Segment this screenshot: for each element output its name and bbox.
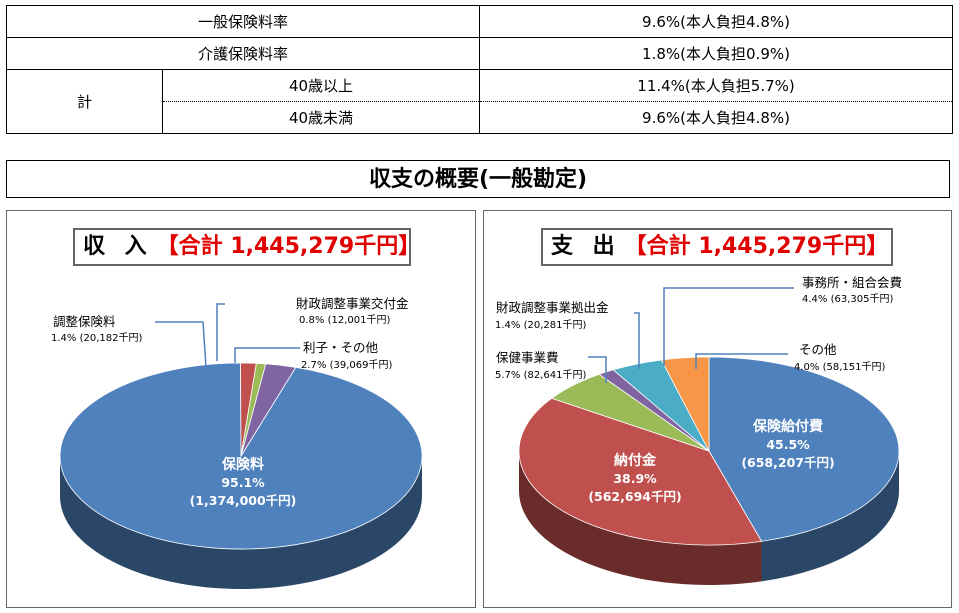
- label-levy-name: 納付金: [614, 452, 657, 469]
- label-levy-pct: 38.9%: [613, 471, 657, 486]
- under40-label: 40歳未満: [161, 101, 481, 134]
- label-health-value: 5.7% (82,641千円): [495, 369, 586, 381]
- label-premium-name: 保険料: [221, 456, 264, 473]
- expense-panel: 支 出【合計 1,445,279千円】 保健事業費 5.7% (82,641千円…: [483, 210, 952, 608]
- expense-slice-1: [518, 397, 763, 546]
- label-benefits-amount: (658,207千円): [741, 455, 834, 470]
- label-premium-amount: (1,374,000千円): [190, 493, 297, 508]
- label-subsidy-name: 財政調整事業交付金: [296, 296, 409, 311]
- label-health-name: 保健事業費: [496, 350, 559, 365]
- care-rate-value: 1.8%(本人負担0.9%): [479, 37, 954, 70]
- income-side-0: [60, 456, 422, 589]
- label-interest-name: 利子・その他: [303, 340, 379, 355]
- rate-row-care: 介護保険料率 1.8%(本人負担0.9%): [5, 37, 954, 70]
- expense-slices: [518, 356, 900, 585]
- label-fiscal-name: 財政調整事業拠出金: [496, 300, 609, 315]
- income-label: 収 入: [83, 234, 153, 259]
- leader-line-other: [695, 353, 788, 369]
- care-rate-label: 介護保険料率: [5, 37, 481, 70]
- label-levy-amount: (562,694千円): [588, 489, 681, 504]
- income-leader-lines: [155, 303, 300, 368]
- over40-value: 11.4%(本人負担5.7%): [479, 69, 954, 102]
- expense-pie-chart: 保健事業費 5.7% (82,641千円) 財政調整事業拠出金 1.4% (20…: [495, 275, 902, 585]
- label-other-value: 4.0% (58,151千円): [794, 361, 885, 373]
- under40-value: 9.6%(本人負担4.8%): [479, 101, 954, 134]
- income-total: 【合計 1,445,279千円】: [156, 234, 421, 259]
- rate-row-over40: 計 40歳以上 11.4%(本人負担5.7%): [6, 69, 954, 134]
- income-pie-chart: 調整保険料 1.4% (20,182千円) 財政調整事業交付金 0.8% (12…: [51, 296, 423, 589]
- label-fiscal-value: 1.4% (20,281千円): [495, 319, 586, 331]
- expense-leader-lines: [588, 287, 794, 383]
- expense-label: 支 出: [551, 234, 621, 259]
- over40-label: 40歳以上: [161, 69, 481, 102]
- leader-line-fiscal: [634, 312, 640, 369]
- expense-slice-5: [660, 356, 710, 452]
- label-other-name: その他: [799, 342, 837, 357]
- general-rate-label: 一般保険料率: [5, 5, 481, 38]
- income-slice-3: [240, 363, 297, 457]
- label-benefits-pct: 45.5%: [766, 437, 810, 452]
- leader-line-subsidy: [216, 303, 225, 361]
- rate-row-general: 一般保険料率 9.6%(本人負担4.8%): [5, 5, 954, 38]
- expense-panel-header: 支 出【合計 1,445,279千円】: [541, 228, 893, 266]
- rate-table: 一般保険料率 9.6%(本人負担4.8%) 介護保険料率 1.8%(本人負担0.…: [5, 5, 954, 134]
- section-title: 収支の概要(一般勘定): [6, 160, 950, 198]
- label-office-name: 事務所・組合会費: [802, 275, 902, 290]
- expense-slice-0: [708, 356, 900, 542]
- label-interest-value: 2.7% (39,069千円): [301, 359, 392, 371]
- expense-total: 【合計 1,445,279千円】: [624, 234, 889, 259]
- leader-line-health: [588, 356, 607, 383]
- expense-side-1: [519, 451, 762, 585]
- leader-line-office: [663, 287, 794, 366]
- income-panel-header: 収 入【合計 1,445,279千円】: [73, 228, 420, 266]
- label-office-value: 4.4% (63,305千円): [802, 293, 893, 305]
- leader-line-adjustment: [155, 321, 207, 368]
- expense-side-0: [761, 451, 899, 582]
- label-adjustment-value: 1.4% (20,182千円): [51, 332, 142, 344]
- leader-line-interest: [234, 347, 300, 363]
- label-adjustment-name: 調整保険料: [53, 314, 116, 329]
- rate-row-under40: 40歳未満 9.6%(本人負担4.8%): [7, 101, 954, 134]
- label-benefits-name: 保険給付費: [752, 418, 823, 435]
- label-premium-pct: 95.1%: [221, 475, 265, 490]
- total-rate-label: 計: [6, 69, 163, 134]
- general-rate-value: 9.6%(本人負担4.8%): [479, 5, 954, 38]
- income-panel: 収 入【合計 1,445,279千円】 調整保険料 1.4% (20,182千円…: [6, 210, 476, 608]
- income-slices: [59, 362, 423, 589]
- label-subsidy-value: 0.8% (12,001千円): [299, 314, 390, 326]
